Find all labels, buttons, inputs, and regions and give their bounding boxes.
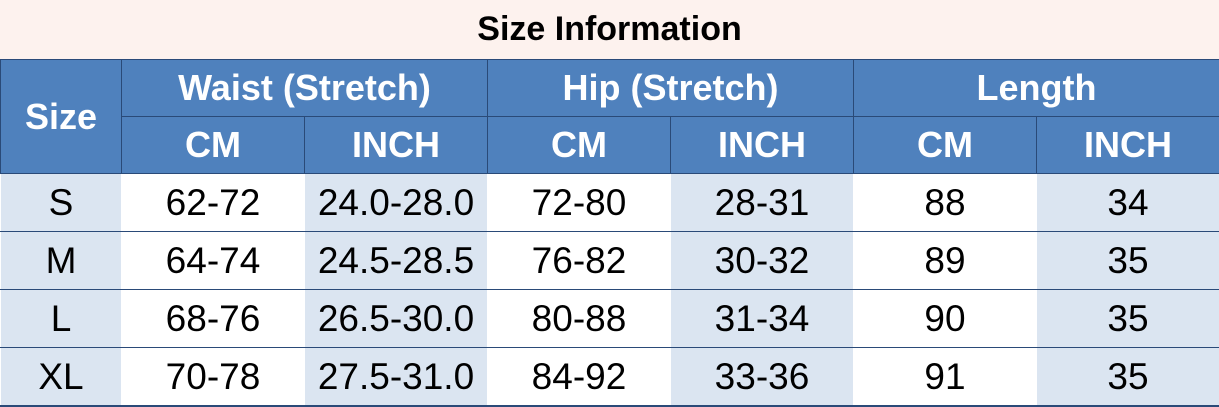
header-length: Length	[854, 60, 1219, 117]
waist-cm-cell: 70-78	[122, 348, 305, 407]
table-row: XL 70-78 27.5-31.0 84-92 33-36 91 35	[1, 348, 1219, 407]
length-cm-cell: 90	[854, 290, 1037, 348]
length-inch-cell: 35	[1037, 348, 1219, 407]
hip-cm-cell: 80-88	[488, 290, 671, 348]
length-cm-cell: 88	[854, 174, 1037, 232]
hip-cm-cell: 72-80	[488, 174, 671, 232]
size-cell: XL	[1, 348, 122, 407]
length-inch-cell: 34	[1037, 174, 1219, 232]
length-cm-cell: 89	[854, 232, 1037, 290]
waist-inch-cell: 24.5-28.5	[305, 232, 488, 290]
chart-title: Size Information	[0, 0, 1219, 60]
size-cell: M	[1, 232, 122, 290]
table-row: M 64-74 24.5-28.5 76-82 30-32 89 35	[1, 232, 1219, 290]
waist-cm-cell: 64-74	[122, 232, 305, 290]
header-row-groups: Size Waist (Stretch) Hip (Stretch) Lengt…	[1, 60, 1219, 117]
unit-waist-cm: CM	[122, 117, 305, 174]
hip-cm-cell: 76-82	[488, 232, 671, 290]
table-row: L 68-76 26.5-30.0 80-88 31-34 90 35	[1, 290, 1219, 348]
length-cm-cell: 91	[854, 348, 1037, 407]
table-row: S 62-72 24.0-28.0 72-80 28-31 88 34	[1, 174, 1219, 232]
size-cell: L	[1, 290, 122, 348]
unit-waist-inch: INCH	[305, 117, 488, 174]
hip-cm-cell: 84-92	[488, 348, 671, 407]
hip-inch-cell: 33-36	[671, 348, 854, 407]
unit-length-cm: CM	[854, 117, 1037, 174]
unit-length-inch: INCH	[1037, 117, 1219, 174]
waist-cm-cell: 68-76	[122, 290, 305, 348]
unit-hip-cm: CM	[488, 117, 671, 174]
size-table: Size Waist (Stretch) Hip (Stretch) Lengt…	[0, 59, 1219, 407]
header-waist: Waist (Stretch)	[122, 60, 488, 117]
hip-inch-cell: 30-32	[671, 232, 854, 290]
length-inch-cell: 35	[1037, 290, 1219, 348]
waist-inch-cell: 27.5-31.0	[305, 348, 488, 407]
header-row-units: CM INCH CM INCH CM INCH	[1, 117, 1219, 174]
hip-inch-cell: 28-31	[671, 174, 854, 232]
hip-inch-cell: 31-34	[671, 290, 854, 348]
waist-cm-cell: 62-72	[122, 174, 305, 232]
header-hip: Hip (Stretch)	[488, 60, 854, 117]
waist-inch-cell: 24.0-28.0	[305, 174, 488, 232]
header-size: Size	[1, 60, 122, 174]
unit-hip-inch: INCH	[671, 117, 854, 174]
size-cell: S	[1, 174, 122, 232]
waist-inch-cell: 26.5-30.0	[305, 290, 488, 348]
length-inch-cell: 35	[1037, 232, 1219, 290]
